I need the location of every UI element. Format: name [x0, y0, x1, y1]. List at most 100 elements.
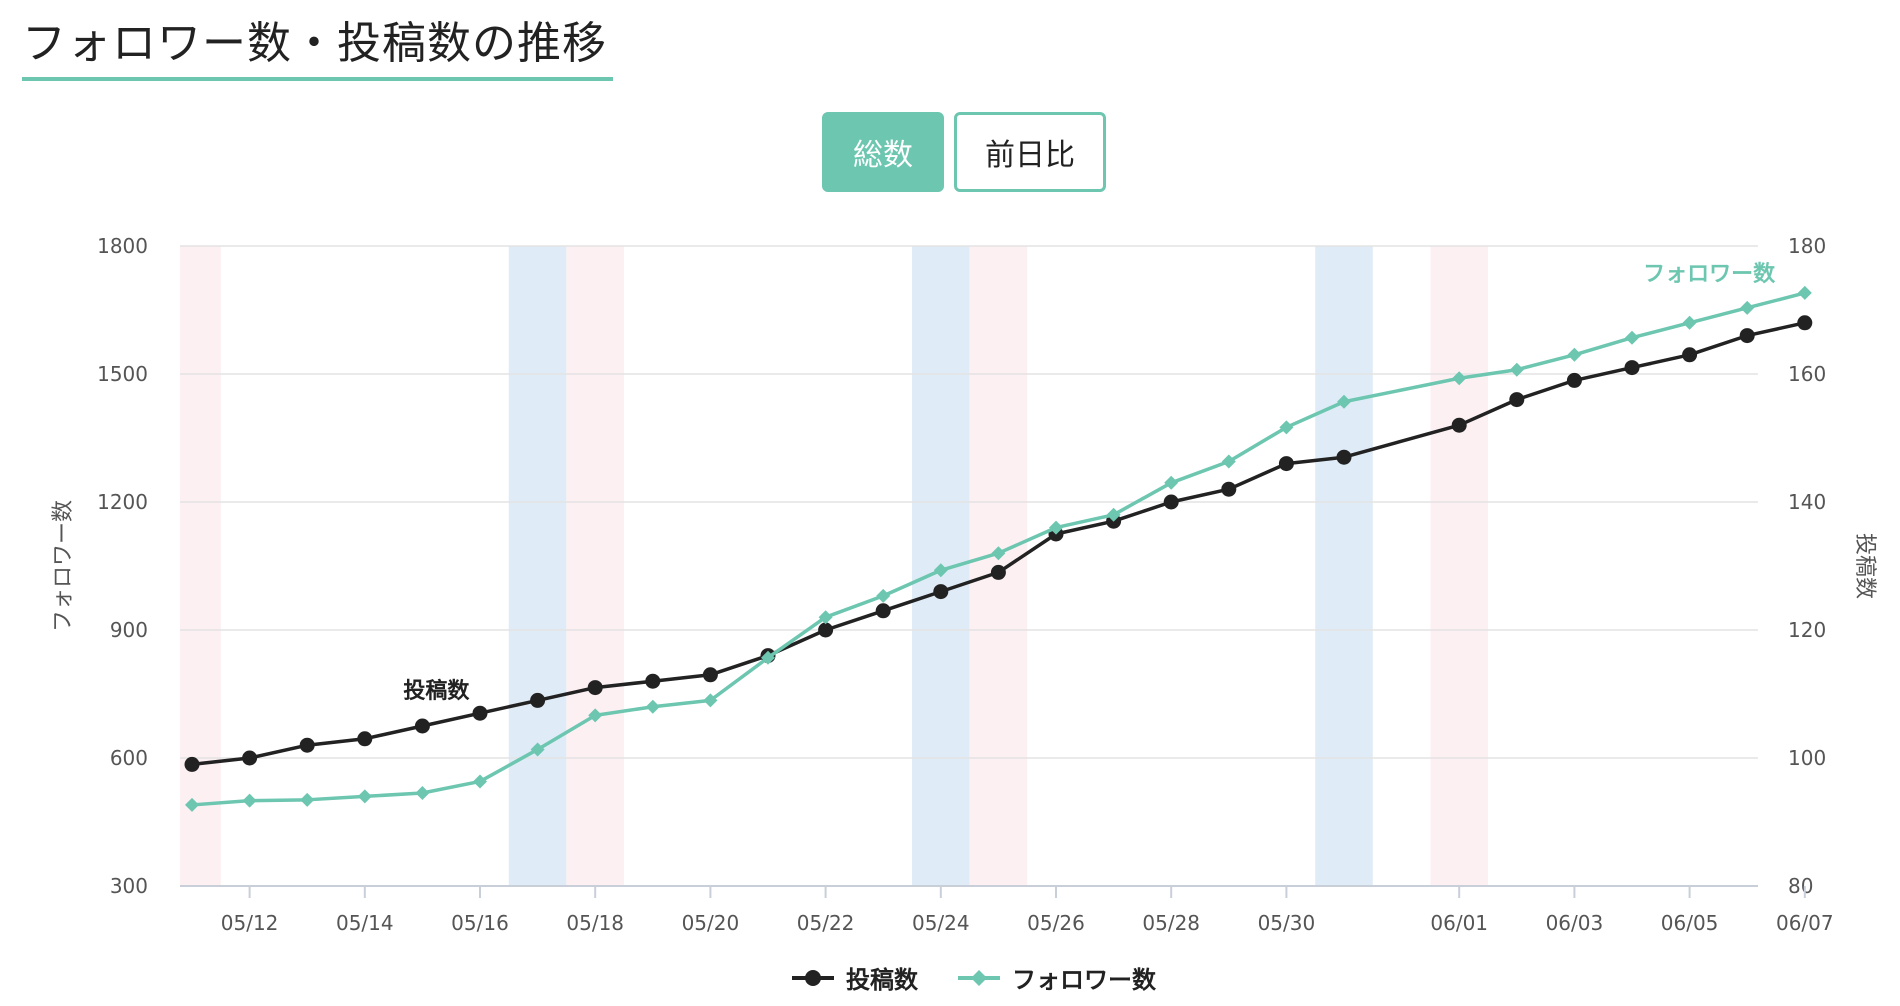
left-tick-label: 600: [110, 746, 148, 770]
left-tick-label: 1500: [97, 362, 148, 386]
right-axis-title: 投稿数: [1852, 533, 1877, 599]
data-point: [185, 797, 199, 812]
series-labels: 投稿数 フォロワー数: [403, 261, 1776, 704]
x-tick-label: 06/03: [1546, 911, 1604, 935]
legend-item-posts[interactable]: 投稿数: [790, 960, 918, 995]
right-axis-ticks: 180 160 140 120 100 80: [1788, 234, 1826, 898]
page-title-wrap: フォロワー数・投稿数の推移: [22, 16, 613, 81]
daily-change-button[interactable]: 前日比: [954, 112, 1106, 192]
data-point: [1451, 417, 1467, 433]
data-point: [702, 667, 718, 683]
data-point: [1797, 285, 1812, 300]
right-tick-label: 140: [1788, 490, 1826, 514]
legend-followers-marker: [958, 969, 1000, 986]
data-point: [1163, 494, 1179, 510]
data-point: [876, 588, 891, 603]
right-tick-label: 160: [1788, 362, 1826, 386]
data-point: [991, 546, 1006, 561]
data-point: [1567, 347, 1582, 362]
legend-posts-label: 投稿数: [846, 966, 918, 994]
data-point: [1797, 315, 1813, 331]
data-point: [1106, 507, 1121, 522]
data-point: [299, 737, 315, 753]
data-point: [818, 610, 833, 625]
data-point: [1625, 330, 1639, 345]
page-title: フォロワー数・投稿数の推移: [22, 18, 607, 69]
weekend-bands: [180, 246, 1488, 886]
data-point: [1509, 362, 1524, 377]
left-tick-label: 1800: [97, 234, 148, 258]
right-tick-label: 80: [1788, 874, 1813, 898]
data-point: [530, 742, 545, 757]
x-tick-label: 05/14: [336, 911, 394, 935]
right-tick-label: 180: [1788, 234, 1826, 258]
x-tick-label: 06/01: [1430, 911, 1488, 935]
data-point: [530, 692, 546, 708]
x-tick-label: 05/16: [451, 911, 509, 935]
band-saturday-1: [508, 246, 567, 886]
left-axis-title: フォロワー数: [51, 500, 76, 632]
mode-toggle: 総数 前日比: [822, 112, 1106, 192]
data-point: [1739, 328, 1755, 344]
data-point: [414, 718, 430, 734]
series-line-0: [191, 321, 1806, 767]
total-button[interactable]: 総数: [822, 112, 944, 192]
x-tick-label: 05/28: [1142, 911, 1200, 935]
data-point: [1509, 392, 1525, 408]
data-point: [875, 603, 891, 619]
series-line-1: [191, 291, 1806, 807]
data-point: [1452, 371, 1467, 386]
legend-followers-label: フォロワー数: [1012, 966, 1156, 994]
data-point: [1278, 456, 1294, 472]
data-point: [645, 699, 660, 714]
data-point: [1049, 520, 1063, 535]
data-point: [242, 793, 257, 808]
data-point: [588, 708, 603, 723]
left-tick-label: 1200: [97, 490, 148, 514]
data-point: [1740, 300, 1755, 315]
x-tick-label: 05/18: [566, 911, 624, 935]
right-tick-label: 100: [1788, 746, 1826, 770]
left-tick-label: 300: [110, 874, 148, 898]
data-point: [357, 789, 372, 804]
legend-item-followers[interactable]: フォロワー数: [956, 960, 1156, 995]
data-point: [472, 705, 488, 721]
data-point: [415, 785, 430, 800]
x-tick-label: 05/30: [1258, 911, 1316, 935]
data-point: [703, 693, 718, 708]
data-point: [587, 680, 603, 696]
followers-series-label: フォロワー数: [1643, 261, 1776, 287]
data-point: [1624, 360, 1640, 376]
data-point: [1221, 454, 1236, 469]
data-point: [933, 584, 949, 600]
band-holiday-2: [566, 246, 624, 886]
band-saturday-5: [1315, 246, 1373, 886]
data-point: [1337, 394, 1351, 409]
data-point: [645, 673, 661, 689]
series-group: [184, 285, 1813, 812]
x-tick-label: 05/24: [912, 911, 970, 935]
x-tick-label: 05/20: [682, 911, 740, 935]
legend: 投稿数 フォロワー数: [790, 960, 1156, 995]
left-tick-label: 900: [110, 618, 148, 642]
data-point: [933, 563, 948, 578]
band-holiday-6: [1430, 246, 1488, 886]
x-tick-label: 05/12: [221, 911, 279, 935]
posts-series-label: 投稿数: [403, 678, 470, 704]
x-axis-ticks: 05/12 05/14 05/16 05/18 05/20 05/22 05/24 05/26…: [221, 886, 1834, 935]
data-point: [184, 756, 200, 772]
data-point: [1682, 347, 1698, 363]
data-point: [1336, 449, 1352, 465]
right-tick-label: 120: [1788, 618, 1826, 642]
data-point: [1279, 420, 1294, 435]
data-point: [1566, 372, 1582, 388]
data-point: [242, 750, 258, 766]
data-point: [300, 792, 315, 807]
x-tick-label: 05/22: [797, 911, 855, 935]
x-tick-label: 06/05: [1661, 911, 1719, 935]
data-point: [473, 774, 487, 789]
data-point: [1682, 315, 1697, 330]
data-point: [1164, 475, 1179, 490]
x-tick-label: 06/07: [1776, 911, 1834, 935]
